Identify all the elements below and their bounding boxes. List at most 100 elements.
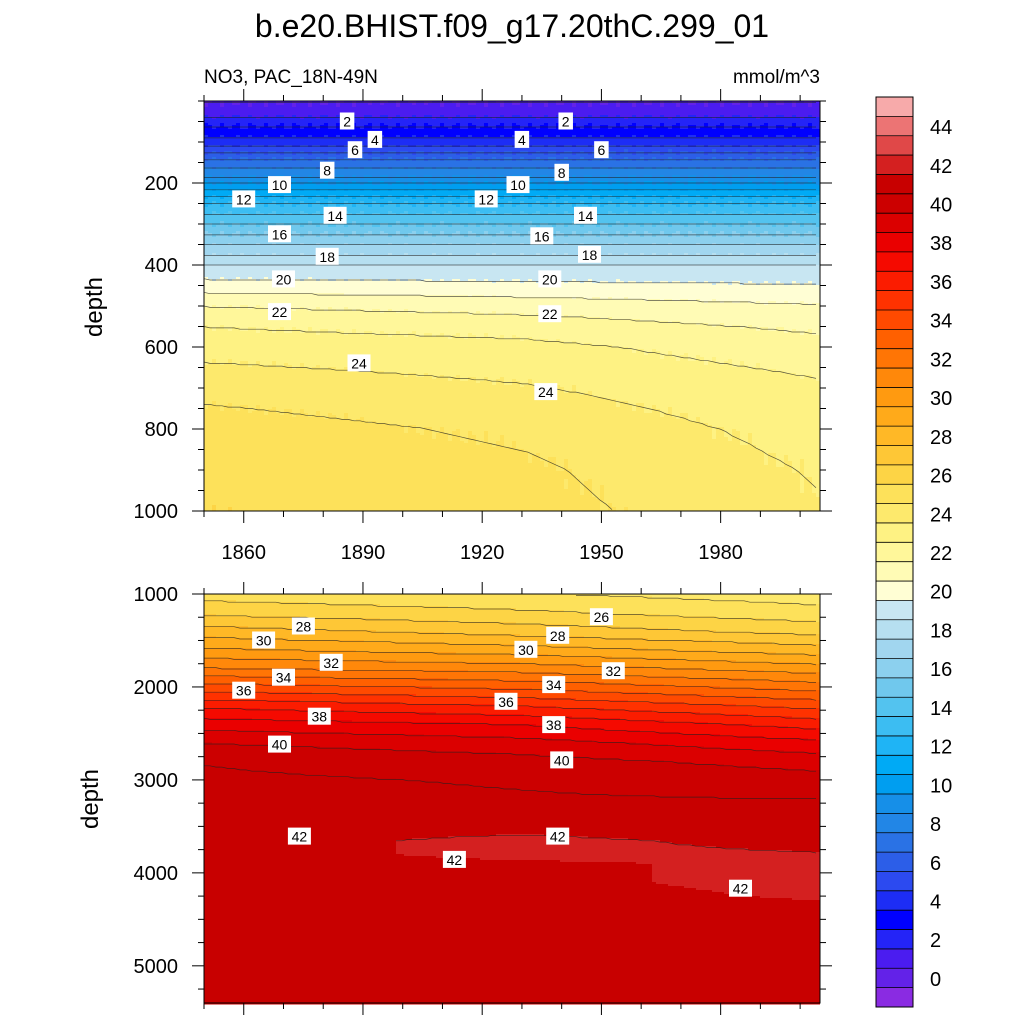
contour-label-text: 42 bbox=[733, 881, 749, 897]
colorbar-swatch bbox=[876, 135, 913, 156]
x-tick-label: 1890 bbox=[341, 542, 386, 564]
contour-label: 34 bbox=[272, 668, 295, 686]
contour-label-text: 14 bbox=[578, 208, 594, 224]
colorbar-tick-label: 8 bbox=[930, 814, 941, 836]
colorbar-swatch bbox=[876, 619, 913, 640]
contour-label-text: 4 bbox=[371, 132, 379, 148]
x-tick-label: 1950 bbox=[579, 542, 624, 564]
contour-label: 30 bbox=[252, 631, 276, 649]
colorbar-tick-label: 16 bbox=[930, 659, 952, 681]
contour-label-text: 34 bbox=[276, 670, 292, 686]
colorbar-swatch bbox=[876, 116, 913, 137]
colorbar-swatch bbox=[876, 193, 913, 214]
contour-line bbox=[576, 595, 816, 606]
contour-label: 18 bbox=[578, 245, 601, 263]
colorbar-swatch bbox=[876, 232, 913, 253]
filled-contour-field bbox=[204, 594, 820, 1005]
colorbar-swatch bbox=[876, 542, 913, 562]
colorbar-frame bbox=[875, 96, 914, 1008]
colorbar-swatch bbox=[876, 852, 913, 872]
colorbar-swatch bbox=[876, 329, 913, 350]
colorbar-tick-label: 22 bbox=[930, 543, 952, 565]
y-tick-label: 800 bbox=[145, 419, 178, 441]
colorbar-swatch bbox=[876, 871, 913, 892]
contour-label-text: 22 bbox=[542, 306, 558, 322]
y-tick-label: 5000 bbox=[134, 956, 179, 978]
colorbar-tick-label: 6 bbox=[930, 853, 941, 875]
x-tick-label: 1920 bbox=[460, 542, 505, 564]
y-tick-label: 1000 bbox=[134, 584, 179, 606]
contour-label: 36 bbox=[232, 681, 256, 699]
contour-label: 32 bbox=[601, 662, 625, 680]
contour-line bbox=[204, 683, 817, 701]
colorbar-swatch bbox=[876, 155, 913, 175]
contour-label: 12 bbox=[474, 190, 498, 208]
contour-label: 40 bbox=[550, 751, 574, 769]
contour-label-text: 18 bbox=[319, 249, 335, 265]
contour-label-text: 16 bbox=[272, 226, 288, 242]
x-tick-label: 1980 bbox=[698, 542, 743, 564]
colorbar-swatch bbox=[876, 910, 913, 930]
colorbar-tick-label: 18 bbox=[930, 620, 952, 642]
y-tick-label: 400 bbox=[145, 255, 178, 277]
contour-label: 28 bbox=[291, 617, 315, 635]
contour-label-text: 18 bbox=[582, 247, 598, 263]
filled-contour-field bbox=[204, 101, 820, 512]
contour-line bbox=[204, 729, 816, 754]
colorbar-swatch bbox=[876, 929, 913, 950]
contour-line bbox=[204, 637, 816, 656]
colorbar-swatch bbox=[876, 406, 913, 427]
colorbar-swatch bbox=[876, 987, 913, 1008]
colorbar-tick-label: 30 bbox=[930, 388, 952, 410]
contour-label: 20 bbox=[272, 270, 295, 288]
colorbar-swatch bbox=[876, 639, 913, 659]
colorbar-swatch bbox=[876, 794, 913, 814]
contour-label: 10 bbox=[506, 176, 530, 194]
colorbar-swatch bbox=[876, 484, 913, 504]
colorbar-tick-label: 12 bbox=[930, 737, 952, 759]
contour-line bbox=[204, 404, 613, 510]
colorbar-swatch bbox=[876, 97, 913, 117]
contour-label-text: 6 bbox=[351, 142, 359, 158]
colorbar-tick-label: 10 bbox=[930, 775, 952, 797]
contour-label: 18 bbox=[315, 247, 339, 265]
contour-label-text: 24 bbox=[538, 384, 554, 400]
contour-label: 8 bbox=[319, 161, 335, 179]
colorbar-swatch bbox=[876, 813, 913, 834]
contour-line bbox=[204, 667, 816, 683]
colorbar-swatch bbox=[876, 600, 913, 621]
contour-label-text: 8 bbox=[323, 163, 331, 179]
contour-label: 34 bbox=[542, 676, 566, 694]
colorbar-tick-label: 20 bbox=[930, 582, 952, 604]
y-tick-label: 2000 bbox=[134, 677, 179, 699]
contour-label: 4 bbox=[367, 130, 383, 148]
upper-y-axis-label: depth bbox=[81, 277, 108, 337]
lower-y-axis-label: depth bbox=[77, 769, 104, 829]
contour-label-text: 8 bbox=[558, 165, 566, 181]
colorbar-tick-label: 42 bbox=[930, 156, 952, 178]
contour-line bbox=[203, 278, 816, 285]
colorbar-swatch bbox=[876, 968, 913, 988]
contour-label: 14 bbox=[323, 206, 347, 224]
colorbar-tick-label: 36 bbox=[930, 272, 952, 294]
contour-label: 26 bbox=[589, 608, 613, 626]
contour-line bbox=[396, 834, 817, 854]
colorbar-swatch bbox=[876, 309, 913, 330]
tick-marks bbox=[192, 582, 832, 1015]
left-subtitle: NO3, PAC_18N-49N bbox=[204, 67, 378, 88]
contour-label-text: 42 bbox=[550, 829, 566, 845]
y-tick-label: 3000 bbox=[134, 770, 179, 792]
plot-frame bbox=[203, 593, 821, 1004]
colorbar-tick-label: 40 bbox=[930, 194, 952, 216]
contour-label: 38 bbox=[307, 707, 331, 725]
contour-line bbox=[204, 600, 816, 622]
colorbar-swatch bbox=[876, 735, 913, 756]
contour-label: 6 bbox=[594, 141, 609, 159]
colorbar-swatch bbox=[876, 658, 913, 679]
colorbar-tick-label: 44 bbox=[930, 117, 952, 139]
contour-label-text: 20 bbox=[542, 271, 558, 287]
colorbar: 0246810121416182022242628303234363840424… bbox=[875, 96, 952, 1008]
colorbar-tick-label: 2 bbox=[930, 930, 941, 952]
y-tick-label: 200 bbox=[145, 173, 178, 195]
